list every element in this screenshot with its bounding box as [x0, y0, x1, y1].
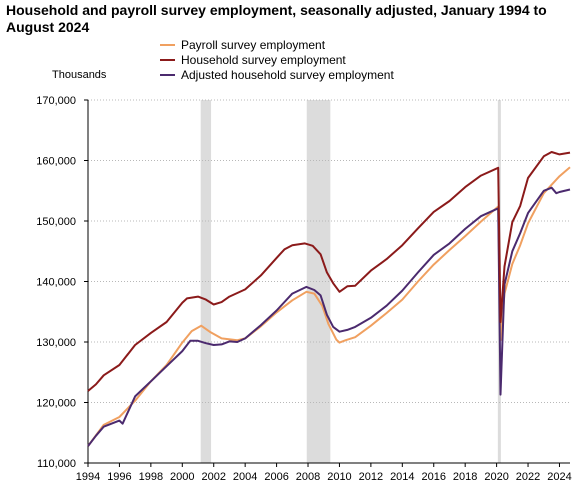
x-tick-label: 1994 — [76, 471, 100, 483]
x-tick-label: 2022 — [516, 471, 540, 483]
y-tick-label: 130,000 — [36, 337, 76, 349]
x-tick-label: 2000 — [170, 471, 194, 483]
y-tick-label: 120,000 — [36, 398, 76, 410]
recession-bands — [200, 100, 501, 463]
x-tick-label: 2002 — [201, 471, 225, 483]
series-line-3 — [87, 186, 571, 447]
y-tick-label: 140,000 — [36, 277, 76, 289]
x-tick-label: 2018 — [453, 471, 477, 483]
x-tick-label: 2006 — [264, 471, 288, 483]
series-line-2 — [87, 151, 571, 392]
y-axis-unit-label: Thousands — [52, 69, 107, 81]
y-tick-label: 170,000 — [36, 95, 76, 107]
x-tick-label: 2016 — [422, 471, 446, 483]
x-tick-label: 1996 — [107, 471, 131, 483]
x-tick-labels: 1994 1996 1998 2000 2002 2004 2006 2008 2010 2012… — [76, 463, 572, 483]
series-lines — [87, 151, 571, 447]
y-tick-label: 150,000 — [36, 216, 76, 228]
x-tick-label: 2014 — [390, 471, 414, 483]
x-tick-label: 2004 — [233, 471, 257, 483]
recession-band-2 — [306, 100, 331, 463]
x-tick-label: 1998 — [139, 471, 163, 483]
y-tick-labels: 110,000 120,000 130,000 140,000 150,000 160,0… — [36, 95, 88, 470]
legend-label-1: Payroll survey employment — [181, 38, 326, 52]
y-tick-label: 110,000 — [37, 458, 76, 470]
legend-label-2: Household survey employment — [181, 53, 346, 67]
y-tick-label: 160,000 — [36, 156, 76, 168]
x-tick-label: 2020 — [484, 471, 508, 483]
chart-title: Household and payroll survey employment,… — [6, 2, 547, 35]
x-tick-label: 2012 — [359, 471, 383, 483]
gridlines — [88, 99, 570, 403]
x-tick-label: 2008 — [296, 471, 320, 483]
x-tick-label: 2024 — [547, 471, 571, 483]
x-tick-label: 2010 — [327, 471, 351, 483]
legend-label-3: Adjusted household survey employment — [181, 68, 394, 82]
series-line-1 — [87, 166, 571, 447]
